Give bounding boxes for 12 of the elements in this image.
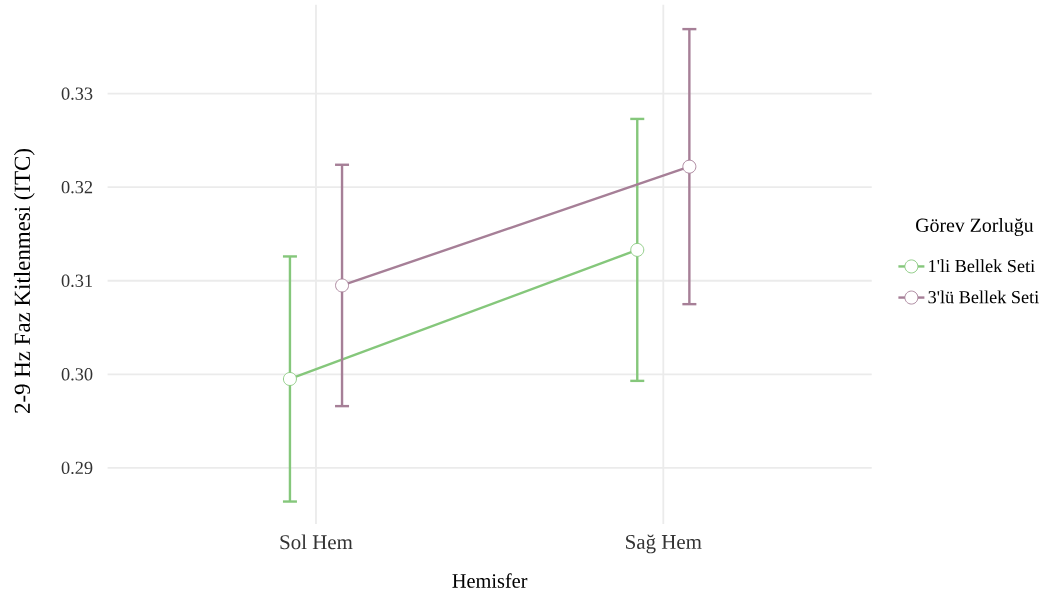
x-axis-title: Hemisfer — [452, 573, 528, 588]
legend-title: Görev Zorluğu — [916, 218, 1034, 237]
y-tick-label: 0.33 — [61, 87, 93, 100]
y-axis-title: 2-9 Hz Faz Kitlenmesi (ITC) — [13, 149, 35, 413]
x-tick-label: Sağ Hem — [626, 534, 702, 554]
x-tick-label: Sol Hem — [280, 534, 353, 550]
y-tick-label: 0.29 — [61, 461, 93, 475]
y-tick-label: 0.32 — [61, 180, 93, 194]
y-tick-label: 0.31 — [61, 274, 92, 287]
legend-label: 1'li Bellek Seti — [929, 259, 1035, 273]
y-tick-label: 0.30 — [61, 368, 93, 381]
legend-label: 3'lü Bellek Seti — [928, 290, 1039, 304]
